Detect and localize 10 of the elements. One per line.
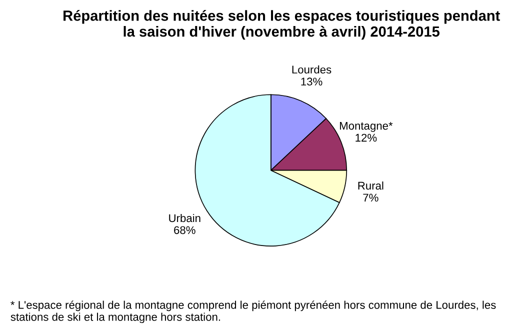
chart-title: Répartition des nuitées selon les espaces touristiques pendant la saison d'hiver (novembre à avril) 2014-2015 [64, 10, 500, 40]
slice-label: Rural [358, 181, 384, 190]
slice-label: Lourdes [292, 65, 332, 74]
data-label: 7% [363, 194, 378, 202]
slice-label: Montagne* [340, 122, 393, 132]
data-label: 12% [356, 134, 377, 142]
data-label: 68% [174, 226, 196, 234]
slice-label: Urbain [169, 214, 200, 222]
data-label: 13% [301, 78, 322, 86]
text: * L'espace régional de la montagne comprend le piémont pyrénéen hors commune de Lourdes, les stations de ski et la montagne hors station. [10, 300, 496, 324]
